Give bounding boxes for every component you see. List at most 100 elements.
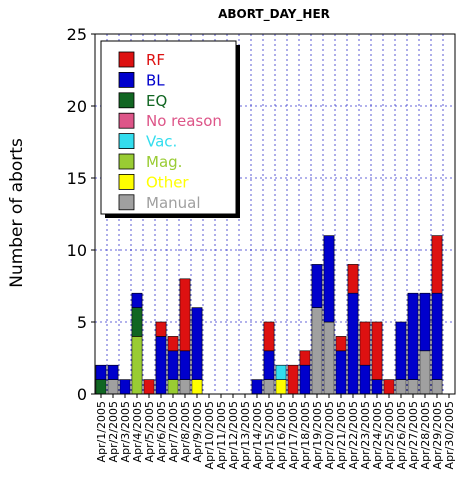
bar-segment	[191, 379, 203, 395]
x-tick-label: Apr/8/2005	[179, 401, 192, 462]
x-tick-label: Apr/21/2005	[335, 401, 348, 469]
bar-segment	[155, 321, 167, 337]
x-tick-label: Apr/18/2005	[299, 401, 312, 469]
bar-segment	[395, 321, 407, 380]
bar-segment	[179, 350, 191, 380]
bar-segment	[143, 379, 155, 395]
legend-swatch	[118, 173, 135, 190]
bar-segment	[287, 364, 299, 395]
x-tick-label: Apr/3/2005	[119, 401, 132, 462]
legend-label: Vac.	[146, 133, 177, 151]
y-axis-label: Number of aborts	[7, 138, 27, 288]
x-tick-label: Apr/17/2005	[287, 401, 300, 469]
x-tick-label: Apr/4/2005	[131, 401, 144, 462]
chart-title: ABORT_DAY_HER	[218, 7, 330, 22]
bar-segment	[95, 379, 107, 395]
x-tick-label: Apr/6/2005	[155, 401, 168, 462]
x-tick-label: Apr/27/2005	[407, 401, 420, 469]
bar-segment	[275, 364, 287, 380]
x-tick-label: Apr/24/2005	[371, 401, 384, 469]
x-tick-label: Apr/22/2005	[347, 401, 360, 469]
legend-label: EQ	[146, 92, 167, 110]
x-tick-label: Apr/26/2005	[395, 401, 408, 469]
x-tick-label: Apr/9/2005	[191, 401, 204, 462]
legend-label: Mag.	[146, 153, 182, 171]
bar-segment	[131, 292, 143, 308]
legend-label: Manual	[146, 194, 201, 212]
bar-segment	[167, 336, 179, 352]
y-tick-label: 0	[77, 385, 87, 404]
x-tick-label: Apr/20/2005	[323, 401, 336, 469]
bar-segment	[395, 379, 407, 395]
bar-segment	[131, 336, 143, 395]
bar-segment	[371, 321, 383, 380]
legend-label: Other	[146, 173, 189, 191]
x-tick-label: Apr/12/2005	[227, 401, 240, 469]
bar-segment	[263, 350, 275, 380]
bar-segment	[299, 364, 311, 395]
x-tick-label: Apr/16/2005	[275, 401, 288, 469]
bar-segment	[179, 278, 191, 352]
x-tick-label: Apr/14/2005	[251, 401, 264, 469]
bar-segment	[131, 307, 143, 337]
bar-segment	[407, 379, 419, 395]
bar-segment	[419, 350, 431, 395]
legend-swatch	[118, 72, 135, 88]
bar-segment	[431, 292, 443, 380]
plot-area: 0 5 10 15 20 25 Apr/1/2005 Apr/2/2005 Apr/3/2005…	[67, 25, 456, 469]
legend-swatch	[118, 133, 135, 150]
bar-segment	[119, 379, 131, 395]
bar-segment	[431, 235, 443, 294]
x-tick-label: Apr/7/2005	[167, 401, 180, 462]
bar-segment	[335, 350, 347, 395]
bar-segment	[431, 379, 443, 395]
bar-segment	[263, 379, 275, 395]
x-tick-label: Apr/2/2005	[107, 401, 120, 462]
bar-segment	[167, 350, 179, 380]
x-tick-label: Apr/1/2005	[95, 401, 108, 462]
legend: RF BL EQ No reason Vac. Mag. Other Manual	[100, 40, 240, 218]
bar-segment	[107, 379, 119, 395]
bar-segment	[263, 321, 275, 352]
legend-swatch	[118, 153, 135, 170]
bar-segment	[359, 364, 371, 395]
bar-segment	[299, 350, 311, 366]
x-tick-label: Apr/25/2005	[383, 401, 396, 469]
bar-segment	[191, 307, 203, 380]
bar-segment	[275, 379, 287, 395]
plot-frame	[94, 33, 456, 395]
x-tick-label: Apr/15/2005	[263, 401, 276, 469]
bar-segment	[407, 292, 419, 380]
x-tick-label: Apr/23/2005	[359, 401, 372, 469]
x-tick-label: Apr/10/2005	[203, 401, 216, 469]
bar-segment	[251, 379, 263, 395]
bar-segment	[167, 379, 179, 395]
bar-segment	[335, 336, 347, 352]
x-tick-label: Apr/19/2005	[311, 401, 324, 469]
bar-segment	[155, 336, 167, 395]
x-tick-label: Apr/5/2005	[143, 401, 156, 462]
legend-swatch	[118, 92, 135, 109]
x-tick-label: Apr/29/2005	[431, 401, 444, 469]
y-tick-label: 25	[67, 25, 87, 44]
y-tick-label: 5	[77, 313, 87, 332]
bar-segment	[323, 235, 335, 323]
y-tick-label: 10	[67, 241, 87, 260]
x-tick-label: Apr/28/2005	[419, 401, 432, 469]
bar-segment	[371, 379, 383, 395]
bar-segment	[347, 264, 359, 294]
bar-segment	[107, 364, 119, 380]
legend-swatch	[118, 51, 135, 68]
y-tick-label: 15	[67, 169, 87, 188]
legend-swatch	[118, 112, 135, 129]
bar-segment	[359, 321, 371, 366]
x-tick-label: Apr/11/2005	[215, 401, 228, 469]
bar-segment	[347, 292, 359, 395]
bar-segment	[311, 307, 323, 395]
legend-label: BL	[146, 71, 165, 89]
bar-segment	[323, 321, 335, 395]
x-tick-label: Apr/30/2005	[443, 401, 456, 469]
y-tick-label: 20	[67, 97, 87, 116]
legend-label: RF	[146, 51, 165, 69]
